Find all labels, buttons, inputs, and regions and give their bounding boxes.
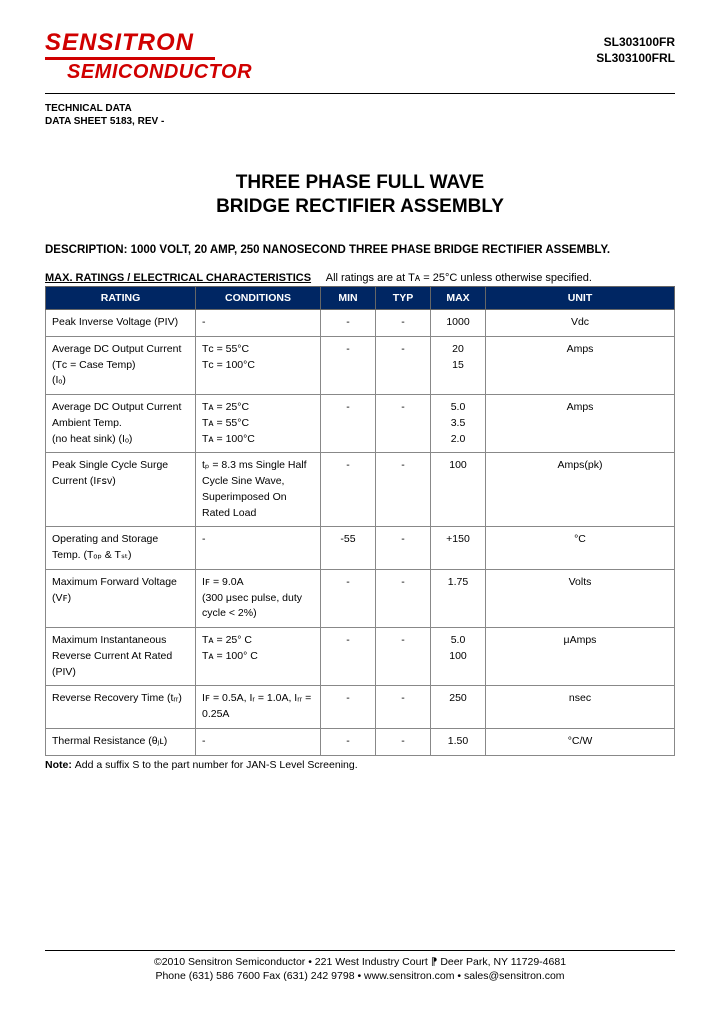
table-cell: -	[376, 686, 431, 729]
table-cell: -	[321, 728, 376, 755]
footer: ©2010 Sensitron Semiconductor • 221 West…	[45, 950, 675, 984]
technical-data-label: TECHNICAL DATA	[45, 102, 675, 116]
header-rule	[45, 93, 675, 94]
table-cell: -	[376, 336, 431, 394]
col-typ: TYP	[376, 287, 431, 310]
table-cell: 1000	[431, 310, 486, 337]
col-unit: UNIT	[486, 287, 675, 310]
table-cell: Maximum Instantaneous Reverse Current At…	[46, 628, 196, 686]
table-cell: -	[376, 628, 431, 686]
table-cell: Operating and Storage Temp. (Tₒₚ & Tₛₜ)	[46, 527, 196, 570]
logo-line1: SENSITRON	[45, 30, 252, 55]
table-cell: tₚ = 8.3 ms Single Half Cycle Sine Wave,…	[196, 453, 321, 527]
title-line1: THREE PHASE FULL WAVE	[45, 171, 675, 196]
table-row: Average DC Output Current Ambient Temp. …	[46, 395, 675, 453]
table-cell: Tᴄ = 55°C Tᴄ = 100°C	[196, 336, 321, 394]
table-cell: Peak Single Cycle Surge Current (Iꜰꜱᴠ)	[46, 453, 196, 527]
table-cell: -	[376, 569, 431, 627]
table-cell: 5.0 3.5 2.0	[431, 395, 486, 453]
max-ratings-line: MAX. RATINGS / ELECTRICAL CHARACTERISTIC…	[45, 272, 675, 284]
table-cell: Iꜰ = 0.5A, Iᵣ = 1.0A, Iᵣᵣ = 0.25A	[196, 686, 321, 729]
table-cell: -	[376, 728, 431, 755]
table-cell: 100	[431, 453, 486, 527]
table-cell: 5.0 100	[431, 628, 486, 686]
table-note: Note: Add a suffix S to the part number …	[45, 759, 675, 771]
table-cell: Average DC Output Current Ambient Temp. …	[46, 395, 196, 453]
table-cell: Amps(pk)	[486, 453, 675, 527]
table-cell: -	[196, 527, 321, 570]
max-ratings-label: MAX. RATINGS / ELECTRICAL CHARACTERISTIC…	[45, 272, 311, 284]
table-cell: Vdc	[486, 310, 675, 337]
table-cell: -	[321, 628, 376, 686]
footer-text: ©2010 Sensitron Semiconductor • 221 West…	[45, 955, 675, 984]
table-cell: -	[321, 310, 376, 337]
table-row: Thermal Resistance (θⱼʟ)---1.50°C/W	[46, 728, 675, 755]
table-cell: Amps	[486, 336, 675, 394]
logo: SENSITRON SEMICONDUCTOR	[45, 30, 252, 83]
table-cell: 1.50	[431, 728, 486, 755]
table-cell: Reverse Recovery Time (tᵣᵣ)	[46, 686, 196, 729]
table-row: Peak Inverse Voltage (PIV)---1000Vdc	[46, 310, 675, 337]
table-row: Reverse Recovery Time (tᵣᵣ)Iꜰ = 0.5A, Iᵣ…	[46, 686, 675, 729]
footer-rule	[45, 950, 675, 951]
table-cell: -	[321, 395, 376, 453]
table-row: Average DC Output Current (Tᴄ = Case Tem…	[46, 336, 675, 394]
table-cell: -	[376, 310, 431, 337]
table-cell: Maximum Forward Voltage (Vꜰ)	[46, 569, 196, 627]
col-max: MAX	[431, 287, 486, 310]
col-rating: RATING	[46, 287, 196, 310]
table-cell: -	[196, 310, 321, 337]
part-number-2: SL303100FRL	[596, 50, 675, 66]
table-cell: μAmps	[486, 628, 675, 686]
description: DESCRIPTION: 1000 VOLT, 20 AMP, 250 NANO…	[45, 244, 675, 256]
table-cell: +150	[431, 527, 486, 570]
table-row: Operating and Storage Temp. (Tₒₚ & Tₛₜ)-…	[46, 527, 675, 570]
table-cell: 1.75	[431, 569, 486, 627]
table-cell: -	[196, 728, 321, 755]
table-row: Peak Single Cycle Surge Current (Iꜰꜱᴠ)tₚ…	[46, 453, 675, 527]
col-conditions: CONDITIONS	[196, 287, 321, 310]
tech-data-block: TECHNICAL DATA DATA SHEET 5183, REV -	[45, 102, 675, 129]
title-line2: BRIDGE RECTIFIER ASSEMBLY	[45, 195, 675, 220]
datasheet-rev: DATA SHEET 5183, REV -	[45, 115, 675, 129]
table-cell: Thermal Resistance (θⱼʟ)	[46, 728, 196, 755]
col-min: MIN	[321, 287, 376, 310]
table-cell: -	[376, 527, 431, 570]
logo-line2: SEMICONDUCTOR	[67, 62, 252, 83]
table-cell: -55	[321, 527, 376, 570]
table-cell: Amps	[486, 395, 675, 453]
note-body: Add a suffix S to the part number for JA…	[75, 759, 358, 771]
part-numbers: SL303100FR SL303100FRL	[596, 30, 675, 66]
table-cell: Tᴀ = 25° C Tᴀ = 100° C	[196, 628, 321, 686]
note-prefix: Note:	[45, 759, 75, 771]
table-cell: °C	[486, 527, 675, 570]
table-cell: °C/W	[486, 728, 675, 755]
table-header-row: RATING CONDITIONS MIN TYP MAX UNIT	[46, 287, 675, 310]
table-cell: Iꜰ = 9.0A (300 μsec pulse, duty cycle < …	[196, 569, 321, 627]
max-ratings-note: All ratings are at Tᴀ = 25°C unless othe…	[326, 272, 592, 284]
table-cell: 250	[431, 686, 486, 729]
table-cell: -	[321, 336, 376, 394]
table-cell: -	[321, 453, 376, 527]
part-number-1: SL303100FR	[596, 34, 675, 50]
table-cell: -	[321, 569, 376, 627]
table-cell: Average DC Output Current (Tᴄ = Case Tem…	[46, 336, 196, 394]
table-row: Maximum Instantaneous Reverse Current At…	[46, 628, 675, 686]
footer-line2: Phone (631) 586 7600 Fax (631) 242 9798 …	[45, 969, 675, 984]
table-cell: -	[376, 395, 431, 453]
table-cell: Volts	[486, 569, 675, 627]
footer-line1: ©2010 Sensitron Semiconductor • 221 West…	[45, 955, 675, 970]
table-cell: Peak Inverse Voltage (PIV)	[46, 310, 196, 337]
table-cell: -	[376, 453, 431, 527]
title-block: THREE PHASE FULL WAVE BRIDGE RECTIFIER A…	[45, 171, 675, 220]
table-cell: nsec	[486, 686, 675, 729]
table-cell: 20 15	[431, 336, 486, 394]
header: SENSITRON SEMICONDUCTOR SL303100FR SL303…	[45, 30, 675, 83]
table-cell: -	[321, 686, 376, 729]
table-row: Maximum Forward Voltage (Vꜰ)Iꜰ = 9.0A (3…	[46, 569, 675, 627]
table-cell: Tᴀ = 25°C Tᴀ = 55°C Tᴀ = 100°C	[196, 395, 321, 453]
characteristics-table: RATING CONDITIONS MIN TYP MAX UNIT Peak …	[45, 286, 675, 756]
logo-rule	[45, 57, 215, 60]
